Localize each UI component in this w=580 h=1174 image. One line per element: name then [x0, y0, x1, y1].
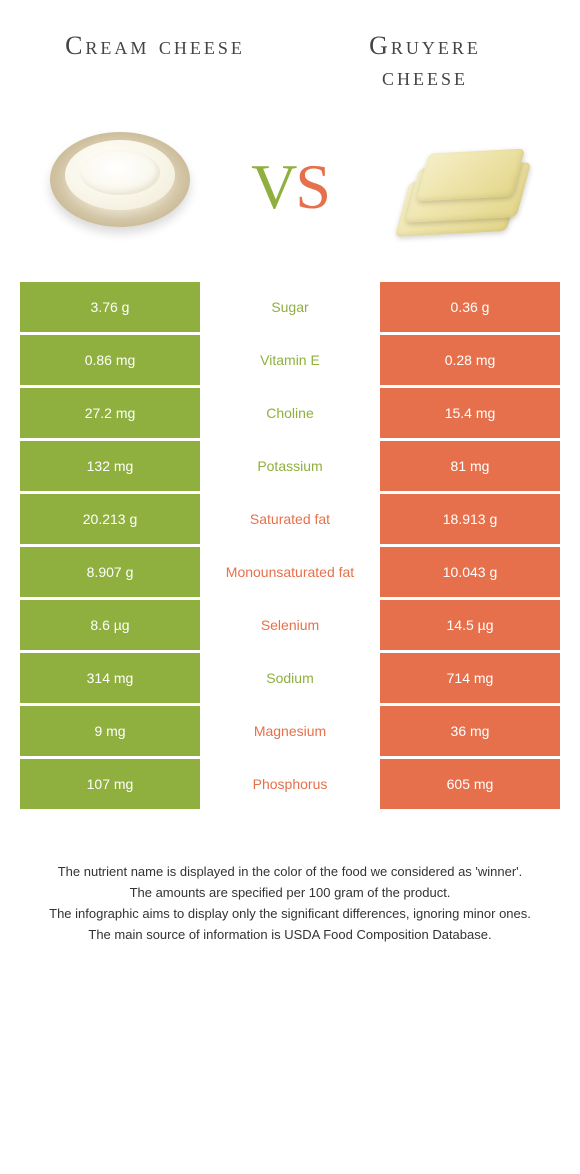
left-food-title: Cream cheese [55, 30, 255, 92]
nutrient-name: Choline [200, 388, 380, 438]
right-value: 36 mg [380, 706, 560, 756]
table-row: 8.907 gMonounsaturated fat10.043 g [20, 547, 560, 597]
table-row: 8.6 µgSelenium14.5 µg [20, 600, 560, 650]
table-row: 132 mgPotassium81 mg [20, 441, 560, 491]
nutrient-name: Magnesium [200, 706, 380, 756]
nutrient-name: Sugar [200, 282, 380, 332]
right-food-title: Gruyere cheese [325, 30, 525, 92]
left-value: 0.86 mg [20, 335, 200, 385]
right-value: 10.043 g [380, 547, 560, 597]
right-value: 14.5 µg [380, 600, 560, 650]
left-value: 3.76 g [20, 282, 200, 332]
table-row: 9 mgMagnesium36 mg [20, 706, 560, 756]
nutrient-name: Phosphorus [200, 759, 380, 809]
right-value: 605 mg [380, 759, 560, 809]
table-row: 20.213 gSaturated fat18.913 g [20, 494, 560, 544]
nutrient-name: Vitamin E [200, 335, 380, 385]
right-value: 18.913 g [380, 494, 560, 544]
left-value: 9 mg [20, 706, 200, 756]
nutrient-name: Saturated fat [200, 494, 380, 544]
left-value: 8.907 g [20, 547, 200, 597]
nutrient-name: Monounsaturated fat [200, 547, 380, 597]
gruyere-cheese-image [380, 122, 540, 252]
footer-line-1: The nutrient name is displayed in the co… [30, 862, 550, 883]
right-value: 0.36 g [380, 282, 560, 332]
table-row: 27.2 mgCholine15.4 mg [20, 388, 560, 438]
nutrient-name: Potassium [200, 441, 380, 491]
right-value: 15.4 mg [380, 388, 560, 438]
vs-label: VS [251, 150, 329, 224]
right-value: 0.28 mg [380, 335, 560, 385]
footer-line-4: The main source of information is USDA F… [30, 925, 550, 946]
table-row: 0.86 mgVitamin E0.28 mg [20, 335, 560, 385]
left-value: 8.6 µg [20, 600, 200, 650]
nutrient-name: Sodium [200, 653, 380, 703]
images-row: VS [0, 102, 580, 282]
footer-line-2: The amounts are specified per 100 gram o… [30, 883, 550, 904]
nutrient-table: 3.76 gSugar0.36 g0.86 mgVitamin E0.28 mg… [20, 282, 560, 809]
table-row: 314 mgSodium714 mg [20, 653, 560, 703]
vs-s: S [295, 151, 329, 222]
table-row: 107 mgPhosphorus605 mg [20, 759, 560, 809]
left-value: 314 mg [20, 653, 200, 703]
header: Cream cheese Gruyere cheese [0, 0, 580, 102]
nutrient-name: Selenium [200, 600, 380, 650]
left-value: 107 mg [20, 759, 200, 809]
right-value: 81 mg [380, 441, 560, 491]
footer-line-3: The infographic aims to display only the… [30, 904, 550, 925]
left-value: 132 mg [20, 441, 200, 491]
right-value: 714 mg [380, 653, 560, 703]
left-value: 27.2 mg [20, 388, 200, 438]
cream-cheese-image [40, 122, 200, 252]
vs-v: V [251, 151, 295, 222]
left-value: 20.213 g [20, 494, 200, 544]
footer-notes: The nutrient name is displayed in the co… [0, 812, 580, 965]
table-row: 3.76 gSugar0.36 g [20, 282, 560, 332]
